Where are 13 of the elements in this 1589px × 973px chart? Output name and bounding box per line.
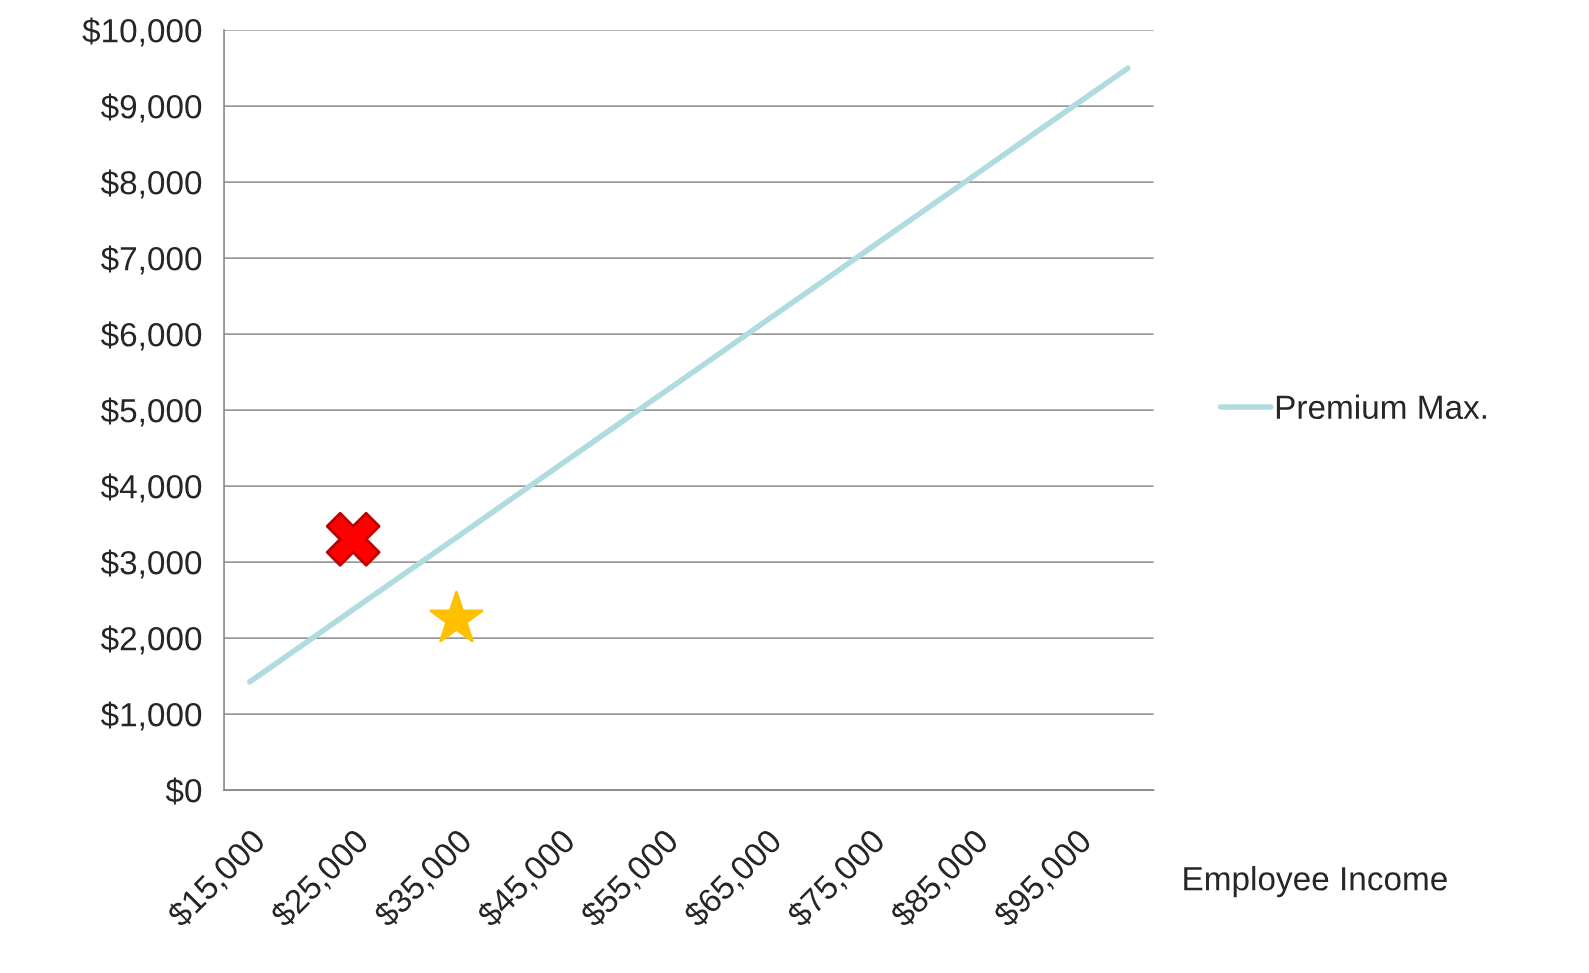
y-tick-label: $6,000	[100, 321, 202, 351]
x-axis-title: Employee Income	[1184, 866, 1447, 898]
legend-label: Premium Max.	[1276, 394, 1486, 420]
y-tick-label: $10,000	[82, 17, 202, 47]
y-tick-label: $7,000	[100, 245, 202, 275]
y-tick-label: $4,000	[100, 473, 202, 503]
y-tick-label: $1,000	[100, 701, 202, 731]
y-tick-label: $3,000	[100, 549, 202, 579]
y-tick-label: $2,000	[100, 625, 202, 655]
y-tick-label: $9,000	[100, 93, 202, 123]
y-tick-label: $5,000	[100, 397, 202, 427]
y-tick-label: $0	[165, 777, 202, 805]
y-tick-label: $8,000	[100, 169, 202, 199]
